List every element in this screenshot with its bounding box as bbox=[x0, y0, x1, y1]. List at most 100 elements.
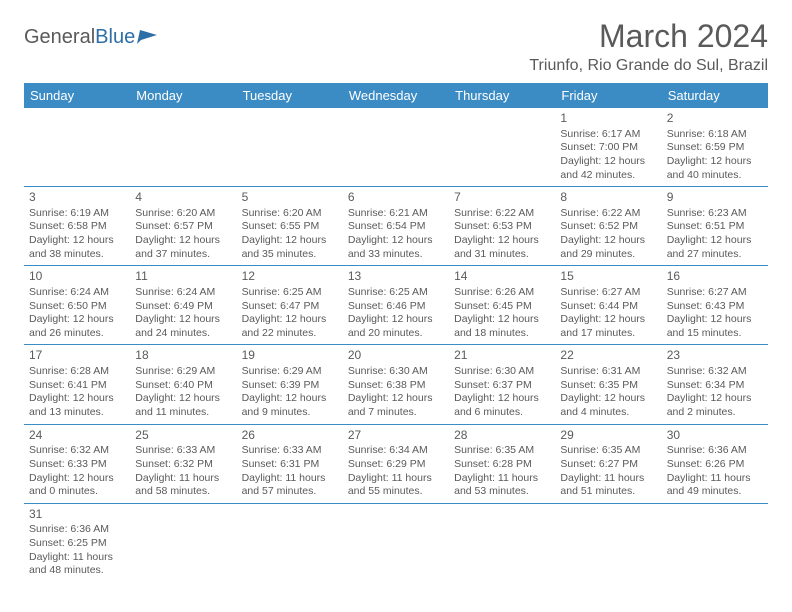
daylight-text: Daylight: 11 hours and 55 minutes. bbox=[348, 472, 444, 499]
day-cell: 2Sunrise: 6:18 AMSunset: 6:59 PMDaylight… bbox=[662, 108, 768, 186]
day-cell: 22Sunrise: 6:31 AMSunset: 6:35 PMDayligh… bbox=[555, 345, 661, 423]
day-details: Sunrise: 6:20 AMSunset: 6:55 PMDaylight:… bbox=[242, 207, 338, 262]
day-details: Sunrise: 6:35 AMSunset: 6:28 PMDaylight:… bbox=[454, 444, 550, 499]
day-cell bbox=[662, 504, 768, 582]
day-details: Sunrise: 6:33 AMSunset: 6:31 PMDaylight:… bbox=[242, 444, 338, 499]
day-cell: 23Sunrise: 6:32 AMSunset: 6:34 PMDayligh… bbox=[662, 345, 768, 423]
daylight-text: Daylight: 11 hours and 48 minutes. bbox=[29, 551, 125, 578]
day-number: 27 bbox=[348, 428, 444, 444]
day-header: Friday bbox=[555, 83, 661, 108]
day-details: Sunrise: 6:27 AMSunset: 6:44 PMDaylight:… bbox=[560, 286, 656, 341]
sunrise-text: Sunrise: 6:28 AM bbox=[29, 365, 125, 379]
day-number: 21 bbox=[454, 348, 550, 364]
daylight-text: Daylight: 12 hours and 24 minutes. bbox=[135, 313, 231, 340]
day-number: 16 bbox=[667, 269, 763, 285]
week-row: 17Sunrise: 6:28 AMSunset: 6:41 PMDayligh… bbox=[24, 345, 768, 424]
day-number: 9 bbox=[667, 190, 763, 206]
daylight-text: Daylight: 12 hours and 35 minutes. bbox=[242, 234, 338, 261]
day-cell bbox=[449, 504, 555, 582]
day-number: 22 bbox=[560, 348, 656, 364]
daylight-text: Daylight: 11 hours and 49 minutes. bbox=[667, 472, 763, 499]
daylight-text: Daylight: 11 hours and 53 minutes. bbox=[454, 472, 550, 499]
day-number: 26 bbox=[242, 428, 338, 444]
sunrise-text: Sunrise: 6:19 AM bbox=[29, 207, 125, 221]
week-row: 24Sunrise: 6:32 AMSunset: 6:33 PMDayligh… bbox=[24, 425, 768, 504]
day-details: Sunrise: 6:23 AMSunset: 6:51 PMDaylight:… bbox=[667, 207, 763, 262]
sunrise-text: Sunrise: 6:35 AM bbox=[454, 444, 550, 458]
daylight-text: Daylight: 12 hours and 13 minutes. bbox=[29, 392, 125, 419]
sunset-text: Sunset: 6:26 PM bbox=[667, 458, 763, 472]
day-details: Sunrise: 6:20 AMSunset: 6:57 PMDaylight:… bbox=[135, 207, 231, 262]
day-details: Sunrise: 6:18 AMSunset: 6:59 PMDaylight:… bbox=[667, 128, 763, 183]
daylight-text: Daylight: 12 hours and 33 minutes. bbox=[348, 234, 444, 261]
sunset-text: Sunset: 6:34 PM bbox=[667, 379, 763, 393]
day-cell: 24Sunrise: 6:32 AMSunset: 6:33 PMDayligh… bbox=[24, 425, 130, 503]
day-cell: 26Sunrise: 6:33 AMSunset: 6:31 PMDayligh… bbox=[237, 425, 343, 503]
daylight-text: Daylight: 12 hours and 4 minutes. bbox=[560, 392, 656, 419]
day-details: Sunrise: 6:29 AMSunset: 6:40 PMDaylight:… bbox=[135, 365, 231, 420]
sunset-text: Sunset: 6:58 PM bbox=[29, 220, 125, 234]
day-number: 31 bbox=[29, 507, 125, 523]
day-number: 18 bbox=[135, 348, 231, 364]
sunset-text: Sunset: 6:39 PM bbox=[242, 379, 338, 393]
day-number: 15 bbox=[560, 269, 656, 285]
day-cell bbox=[449, 108, 555, 186]
sunset-text: Sunset: 6:51 PM bbox=[667, 220, 763, 234]
day-cell: 7Sunrise: 6:22 AMSunset: 6:53 PMDaylight… bbox=[449, 187, 555, 265]
day-details: Sunrise: 6:25 AMSunset: 6:47 PMDaylight:… bbox=[242, 286, 338, 341]
sunrise-text: Sunrise: 6:26 AM bbox=[454, 286, 550, 300]
day-number: 8 bbox=[560, 190, 656, 206]
week-row: 1Sunrise: 6:17 AMSunset: 7:00 PMDaylight… bbox=[24, 108, 768, 187]
sunrise-text: Sunrise: 6:24 AM bbox=[135, 286, 231, 300]
sunrise-text: Sunrise: 6:23 AM bbox=[667, 207, 763, 221]
logo: GeneralBlue bbox=[24, 18, 159, 49]
day-details: Sunrise: 6:33 AMSunset: 6:32 PMDaylight:… bbox=[135, 444, 231, 499]
sunrise-text: Sunrise: 6:30 AM bbox=[454, 365, 550, 379]
daylight-text: Daylight: 11 hours and 58 minutes. bbox=[135, 472, 231, 499]
daylight-text: Daylight: 12 hours and 42 minutes. bbox=[560, 155, 656, 182]
day-details: Sunrise: 6:27 AMSunset: 6:43 PMDaylight:… bbox=[667, 286, 763, 341]
day-header: Monday bbox=[130, 83, 236, 108]
sunset-text: Sunset: 6:29 PM bbox=[348, 458, 444, 472]
sunset-text: Sunset: 6:50 PM bbox=[29, 300, 125, 314]
sunrise-text: Sunrise: 6:17 AM bbox=[560, 128, 656, 142]
day-cell: 21Sunrise: 6:30 AMSunset: 6:37 PMDayligh… bbox=[449, 345, 555, 423]
daylight-text: Daylight: 12 hours and 26 minutes. bbox=[29, 313, 125, 340]
sunset-text: Sunset: 6:45 PM bbox=[454, 300, 550, 314]
sunset-text: Sunset: 6:37 PM bbox=[454, 379, 550, 393]
day-details: Sunrise: 6:30 AMSunset: 6:38 PMDaylight:… bbox=[348, 365, 444, 420]
day-cell: 16Sunrise: 6:27 AMSunset: 6:43 PMDayligh… bbox=[662, 266, 768, 344]
day-cell: 4Sunrise: 6:20 AMSunset: 6:57 PMDaylight… bbox=[130, 187, 236, 265]
day-number: 10 bbox=[29, 269, 125, 285]
sunset-text: Sunset: 6:44 PM bbox=[560, 300, 656, 314]
day-cell: 30Sunrise: 6:36 AMSunset: 6:26 PMDayligh… bbox=[662, 425, 768, 503]
day-cell: 10Sunrise: 6:24 AMSunset: 6:50 PMDayligh… bbox=[24, 266, 130, 344]
sunrise-text: Sunrise: 6:32 AM bbox=[29, 444, 125, 458]
sunrise-text: Sunrise: 6:32 AM bbox=[667, 365, 763, 379]
daylight-text: Daylight: 12 hours and 15 minutes. bbox=[667, 313, 763, 340]
day-number: 6 bbox=[348, 190, 444, 206]
day-cell bbox=[343, 504, 449, 582]
day-details: Sunrise: 6:30 AMSunset: 6:37 PMDaylight:… bbox=[454, 365, 550, 420]
day-details: Sunrise: 6:26 AMSunset: 6:45 PMDaylight:… bbox=[454, 286, 550, 341]
sunrise-text: Sunrise: 6:20 AM bbox=[242, 207, 338, 221]
day-cell: 9Sunrise: 6:23 AMSunset: 6:51 PMDaylight… bbox=[662, 187, 768, 265]
day-number: 12 bbox=[242, 269, 338, 285]
sunset-text: Sunset: 6:59 PM bbox=[667, 141, 763, 155]
weeks-container: 1Sunrise: 6:17 AMSunset: 7:00 PMDaylight… bbox=[24, 108, 768, 582]
day-cell: 25Sunrise: 6:33 AMSunset: 6:32 PMDayligh… bbox=[130, 425, 236, 503]
day-header: Thursday bbox=[449, 83, 555, 108]
sunset-text: Sunset: 6:57 PM bbox=[135, 220, 231, 234]
day-details: Sunrise: 6:32 AMSunset: 6:34 PMDaylight:… bbox=[667, 365, 763, 420]
sunrise-text: Sunrise: 6:31 AM bbox=[560, 365, 656, 379]
day-number: 20 bbox=[348, 348, 444, 364]
flag-icon bbox=[137, 30, 159, 46]
day-details: Sunrise: 6:22 AMSunset: 6:53 PMDaylight:… bbox=[454, 207, 550, 262]
logo-text-2: Blue bbox=[95, 26, 135, 49]
sunset-text: Sunset: 6:27 PM bbox=[560, 458, 656, 472]
sunset-text: Sunset: 6:28 PM bbox=[454, 458, 550, 472]
daylight-text: Daylight: 11 hours and 51 minutes. bbox=[560, 472, 656, 499]
day-cell bbox=[24, 108, 130, 186]
day-cell: 18Sunrise: 6:29 AMSunset: 6:40 PMDayligh… bbox=[130, 345, 236, 423]
day-number: 17 bbox=[29, 348, 125, 364]
